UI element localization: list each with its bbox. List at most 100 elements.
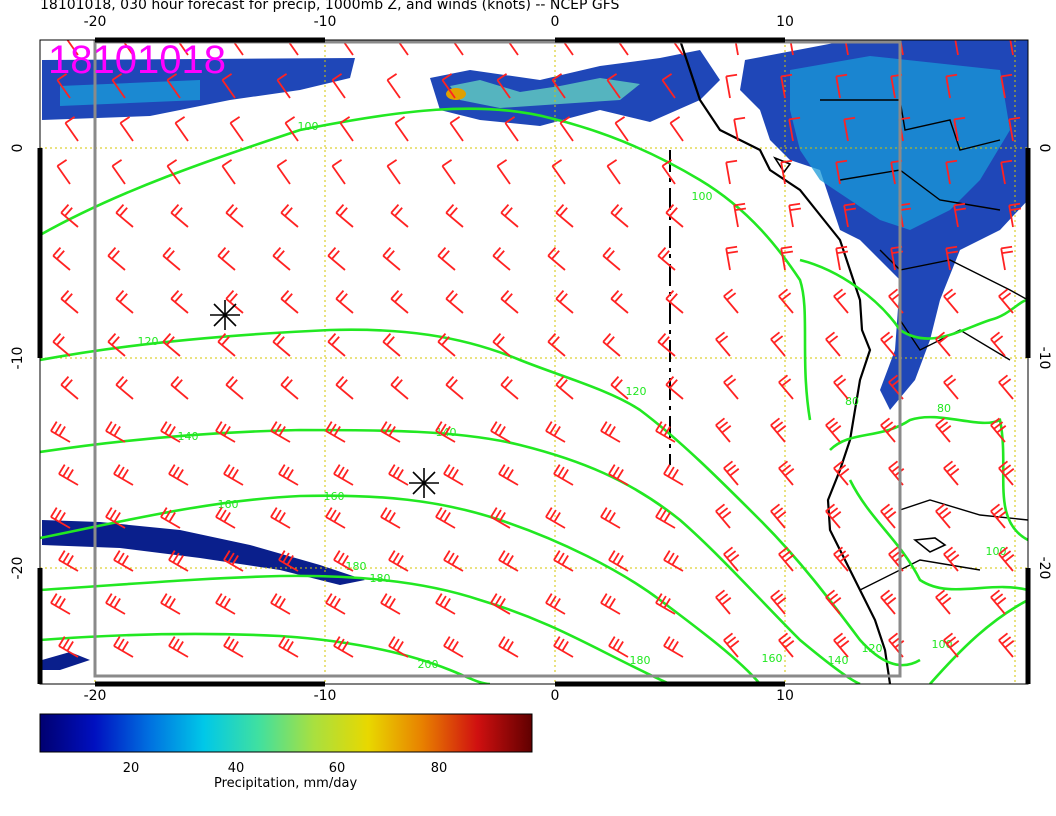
wind-barb: [506, 40, 519, 56]
wind-barb: [734, 40, 739, 56]
wind-barb: [441, 159, 456, 185]
wind-barb: [770, 503, 787, 529]
wind-barb: [608, 464, 629, 486]
wind-barb: [954, 40, 959, 56]
contour-label: 160: [218, 498, 239, 511]
wind-barb: [160, 507, 181, 529]
wind-barb: [998, 632, 1015, 658]
wind-barb: [498, 550, 519, 572]
wind-barb: [388, 550, 409, 572]
wind-barb: [284, 116, 299, 142]
wind-barb: [380, 593, 401, 615]
island-coast: [912, 537, 947, 553]
wind-barb: [231, 40, 244, 56]
wind-barb: [50, 421, 71, 443]
wind-barb: [602, 333, 621, 357]
wind-barb: [60, 376, 79, 400]
lat-label-right: 0: [1036, 144, 1052, 153]
wind-barb: [935, 417, 952, 443]
wind-barb: [723, 546, 740, 572]
wind-barb: [115, 376, 134, 400]
wind-barb: [545, 507, 566, 529]
wind-barb: [545, 593, 566, 615]
wind-barb: [990, 503, 1007, 529]
wind-barb: [58, 464, 79, 486]
wind-barb: [788, 202, 802, 228]
wind-barb: [160, 421, 181, 443]
wind-barb: [388, 636, 409, 658]
wind-barb: [600, 421, 621, 443]
wind-barb: [998, 374, 1014, 400]
wind-barb: [553, 636, 574, 658]
wind-barb: [655, 593, 676, 615]
date-stamp: 18101018: [48, 38, 226, 82]
colorbar-tick-label: 20: [122, 761, 140, 776]
contour-label: 120: [138, 335, 159, 348]
wind-barb: [390, 290, 409, 314]
contour-label: 80: [937, 402, 951, 415]
wind-barb: [333, 550, 354, 572]
wind-barb: [390, 204, 409, 228]
wind-barb: [833, 546, 850, 572]
wind-barb: [547, 247, 566, 271]
wind-barb: [602, 247, 621, 271]
wind-barb: [492, 333, 511, 357]
colorbar-tick-label: 80: [430, 761, 448, 776]
lon-label-top: 10: [776, 14, 794, 30]
lat-label-right: -10: [1036, 347, 1052, 370]
wind-barb: [733, 202, 747, 228]
wind-barb: [715, 503, 732, 529]
wind-barb: [52, 247, 71, 271]
wind-barb: [788, 116, 801, 142]
wind-barb: [657, 333, 676, 357]
wind-barb: [115, 204, 134, 228]
wind-barb: [943, 374, 959, 400]
wind-barb: [386, 73, 401, 99]
wind-barb: [221, 159, 236, 185]
wind-barb: [671, 40, 684, 56]
contour-label: 100: [986, 545, 1007, 558]
wind-barb: [553, 550, 574, 572]
wind-barb: [327, 247, 346, 271]
wind-barb: [998, 460, 1015, 486]
wind-barb: [555, 290, 574, 314]
wind-barb: [998, 288, 1014, 314]
wind-barb: [663, 550, 684, 572]
wind-barb: [655, 421, 676, 443]
wind-barb: [276, 159, 291, 185]
wind-barb: [333, 464, 354, 486]
wind-barb: [608, 636, 629, 658]
wind-barb: [990, 417, 1007, 443]
wind-barb: [780, 245, 794, 271]
wind-barb: [168, 550, 189, 572]
wind-barb: [943, 546, 960, 572]
wind-barb: [225, 290, 244, 314]
wind-barb: [614, 116, 629, 142]
wind-barb: [490, 593, 511, 615]
wind-barb: [223, 636, 244, 658]
wind-barb: [880, 589, 897, 615]
lon-label-top: 0: [551, 14, 560, 30]
lon-label-bottom: 0: [551, 688, 560, 704]
wind-barb: [943, 460, 960, 486]
wind-barb: [943, 632, 960, 658]
station-marker-2: [409, 468, 439, 498]
precip-band-south-tail: [42, 652, 90, 670]
wind-barb: [119, 116, 134, 142]
wind-barb: [170, 204, 189, 228]
wind-barb: [443, 636, 464, 658]
colorbar: [39, 713, 533, 753]
wind-barb: [107, 333, 126, 357]
wind-barb: [270, 593, 291, 615]
wind-barb: [825, 503, 842, 529]
contour-label: 180: [630, 654, 651, 667]
wind-barb: [935, 503, 952, 529]
gulf-island: [772, 156, 792, 174]
wind-barb: [953, 116, 966, 142]
wind-barb: [825, 589, 842, 615]
wind-barb: [451, 40, 464, 56]
wind-barb: [215, 421, 236, 443]
wind-barb: [335, 204, 354, 228]
wind-barb: [217, 247, 236, 271]
